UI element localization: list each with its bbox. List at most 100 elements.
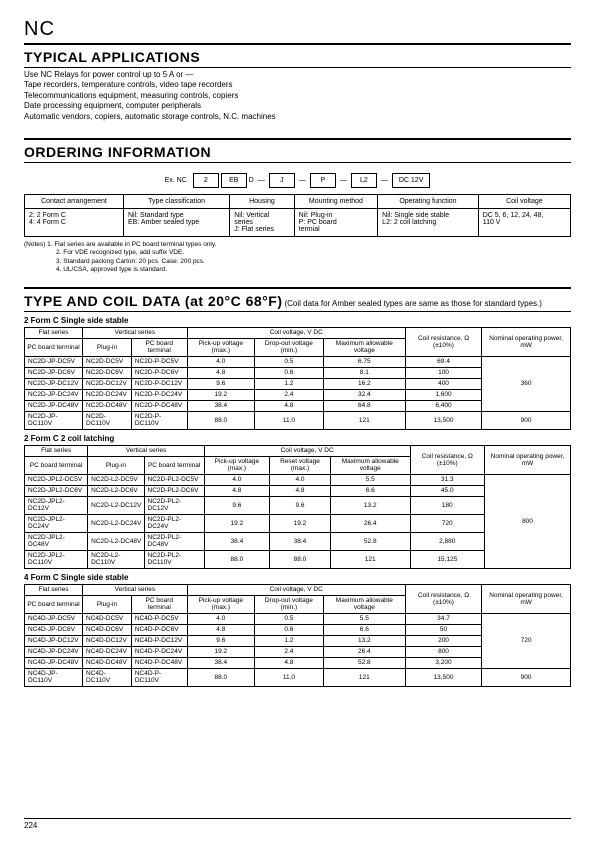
table-cell: NC2D-JP-DC48V (25, 400, 83, 411)
table-cell: 88.0 (187, 668, 254, 686)
ord-th: Operating function (378, 194, 479, 208)
table-cell: NC2D-JP-DC12V (25, 378, 83, 389)
table-cell: 19.2 (187, 389, 254, 400)
app-line: Automatic vendors, copiers, automatic st… (24, 112, 571, 122)
table-cell: NC2D-PL2-DC24V (144, 514, 204, 532)
divider (24, 162, 571, 163)
table-cell: NC2D-P-DC6V (131, 367, 187, 378)
table-cell: 16.2 (323, 378, 405, 389)
ordering-example: Ex. NC 2 EB D— J— P— L2— DC 12V (24, 173, 571, 188)
th: Nominal operating power, mW (482, 327, 571, 356)
table-cell: NC2D-L2-DC5V (88, 474, 144, 485)
table-cell: NC4D-P-DC12V (131, 635, 187, 646)
table-cell: 4.0 (269, 474, 330, 485)
table-cell: NC4D-P-DC48V (131, 657, 187, 668)
table-cell: NC2D-JP-DC110V (25, 411, 83, 429)
table-cell: 720 (482, 613, 571, 668)
app-line: Telecommunications equipment, measuring … (24, 91, 571, 101)
table-cell: NC4D-P-DC24V (131, 646, 187, 657)
note-line: 3. Standard packing Carton: 20 pcs. Case… (24, 258, 571, 266)
table-cell: NC2D-PL2-DC48V (144, 532, 204, 550)
table-cell: 13,500 (405, 411, 481, 429)
table-cell: NC4D-DC110V (83, 668, 132, 686)
table-cell: 45.0 (410, 485, 484, 496)
table-cell: 13.2 (330, 496, 410, 514)
t3-caption: 4 Form C Single side stable (24, 573, 571, 582)
table-cell: 9.6 (204, 496, 269, 514)
page-number: 224 (24, 821, 37, 830)
table-cell: 4.8 (204, 485, 269, 496)
table-cell: 26.4 (323, 646, 405, 657)
th: Coil resistance, Ω (±10%) (410, 445, 484, 474)
table-cell: 1,600 (405, 389, 481, 400)
table-cell: 4.0 (204, 474, 269, 485)
table-cell: NC2D-L2-DC12V (88, 496, 144, 514)
ord-ex-label: Ex. NC (165, 177, 191, 184)
t3-table: Flat series Vertical series Coil voltage… (24, 584, 571, 687)
th: Pick-up voltage (max.) (187, 595, 254, 613)
table-cell: NC2D-JP-DC6V (25, 367, 83, 378)
table-cell: 0.6 (254, 367, 323, 378)
table-cell: NC2D-DC12V (83, 378, 132, 389)
table-cell: 900 (482, 668, 571, 686)
th: Plug-in (83, 595, 132, 613)
table-cell: 800 (405, 646, 481, 657)
table-cell: 19.2 (187, 646, 254, 657)
table-cell: NC2D-JP-DC24V (25, 389, 83, 400)
ord-box: L2 (351, 173, 377, 188)
note-line: (Notes) 1. Flat series are available in … (24, 241, 571, 249)
ord-th: Type classification (123, 194, 229, 208)
th: Vertical series (83, 584, 188, 595)
ord-td: Nil: Plug-in P: PC board termial (294, 208, 378, 236)
th: PC board terminal (131, 338, 187, 356)
table-cell: NC4D-DC24V (83, 646, 132, 657)
table-cell: 15,125 (410, 550, 484, 568)
table-cell: 0.5 (254, 356, 323, 367)
table-cell: NC2D-JP-DC5V (25, 356, 83, 367)
table-cell: 38.4 (187, 657, 254, 668)
ord-td: Nil: Vertical series J: Flat series (230, 208, 294, 236)
th: Flat series (25, 584, 83, 595)
ordering-heading: ORDERING INFORMATION (24, 144, 571, 160)
table-cell: 6.6 (330, 485, 410, 496)
table-cell: 4.8 (187, 367, 254, 378)
table-cell: NC4D-JP-DC48V (25, 657, 83, 668)
table-cell: 34.7 (405, 613, 481, 624)
ord-box: DC 12V (392, 173, 431, 188)
th: Drop-out voltage (min.) (254, 338, 323, 356)
table-cell: 32.4 (323, 389, 405, 400)
table-cell: 52.8 (330, 532, 410, 550)
t2-caption: 2 Form C 2 coil latching (24, 434, 571, 443)
ord-th: Mounting method (294, 194, 378, 208)
table-cell: 4.8 (187, 624, 254, 635)
table-cell: 900 (482, 411, 571, 429)
tc-end: ) (277, 293, 282, 309)
table-cell: 121 (323, 668, 405, 686)
table-cell: 19.2 (269, 514, 330, 532)
ord-th: Contact arrangement (25, 194, 124, 208)
th: Flat series (25, 445, 88, 456)
table-cell: NC4D-DC6V (83, 624, 132, 635)
table-cell: 64.8 (323, 400, 405, 411)
table-cell: NC4D-P-DC6V (131, 624, 187, 635)
table-cell: 0.6 (254, 624, 323, 635)
divider (24, 311, 571, 312)
th: PC board terminal (25, 456, 88, 474)
table-cell: 11.0 (254, 668, 323, 686)
app-line: Tape recorders, temperature controls, vi… (24, 80, 571, 90)
ord-box: J (269, 173, 295, 188)
ord-box: P (310, 173, 336, 188)
table-cell: NC4D-JP-DC5V (25, 613, 83, 624)
table-cell: 9.6 (187, 378, 254, 389)
table-cell: 38.4 (187, 400, 254, 411)
th: PC board terminal (131, 595, 187, 613)
tc-title: TYPE AND COIL DATA (at 20°C (24, 293, 246, 309)
th: Reset voltage (max.) (269, 456, 330, 474)
table-cell: 50 (405, 624, 481, 635)
table-cell: 1.2 (254, 378, 323, 389)
table-cell: 2,880 (410, 532, 484, 550)
app-line: Date processing equipment, computer peri… (24, 101, 571, 111)
table-cell: 4.0 (187, 356, 254, 367)
table-cell: 4.8 (254, 400, 323, 411)
table-cell: NC2D-P-DC12V (131, 378, 187, 389)
